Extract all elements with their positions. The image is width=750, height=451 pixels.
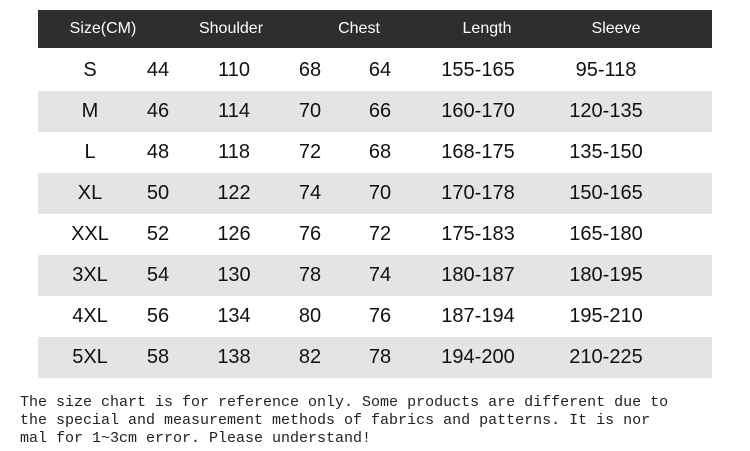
value-cell: 46 [146,100,170,122]
value-cell: 74 [298,182,322,204]
header-cell: Shoulder [198,20,264,37]
value-cell: 118 [218,141,250,163]
value-cell: 210-225 [569,346,643,368]
value-cell: 50 [146,182,170,204]
value-cell: 58 [146,346,170,368]
value-cell: 78 [298,264,322,286]
header-cell: Sleeve [591,20,641,37]
table-row: 4XL 56 134 80 76 187-194 195-210 [38,296,712,337]
value-cell: 134 [217,305,251,327]
value-cell: 110 [218,59,250,81]
note-line: mal for 1~3cm error. Please understand! [20,430,372,447]
value-cell: 187-194 [441,305,515,327]
table-row: XL 50 122 74 70 170-178 150-165 [38,173,712,214]
value-cell: 165-180 [569,223,643,245]
value-cell: 82 [298,346,322,368]
value-cell: 66 [368,100,392,122]
table-row: M 46 114 70 66 160-170 120-135 [38,91,712,132]
value-cell: 64 [368,59,392,81]
value-cell: 68 [298,59,322,81]
value-cell: 135-150 [569,141,643,163]
value-cell: 76 [368,305,392,327]
value-cell: 68 [368,141,392,163]
value-cell: 180-195 [569,264,643,286]
value-cell: 138 [217,346,251,368]
note-line: the special and measurement methods of f… [20,412,651,429]
value-cell: 120-135 [569,100,643,122]
value-cell: 130 [217,264,251,286]
value-cell: 114 [218,100,250,122]
size-cell: L [84,141,96,163]
table-row: XXL 52 126 76 72 175-183 165-180 [38,214,712,255]
value-cell: 72 [368,223,392,245]
value-cell: 70 [298,100,322,122]
value-cell: 78 [368,346,392,368]
size-cell: 5XL [72,346,108,368]
value-cell: 126 [217,223,251,245]
value-cell: 180-187 [441,264,515,286]
size-cell: M [81,100,99,122]
table-row: S 44 110 68 64 155-165 95-118 [38,50,712,91]
value-cell: 54 [146,264,170,286]
value-cell: 70 [368,182,392,204]
value-cell: 175-183 [441,223,515,245]
value-cell: 44 [146,59,170,81]
size-cell: 4XL [72,305,108,327]
value-cell: 72 [298,141,322,163]
table-row: L 48 118 72 68 168-175 135-150 [38,132,712,173]
value-cell: 160-170 [441,100,515,122]
header-cell: Length [462,20,512,37]
value-cell: 80 [298,305,322,327]
size-cell: 3XL [72,264,108,286]
note-line: The size chart is for reference only. So… [20,394,669,411]
value-cell: 150-165 [569,182,643,204]
value-cell: 194-200 [441,346,515,368]
value-cell: 56 [146,305,170,327]
value-cell: 48 [146,141,170,163]
header-cell: Size(CM) [69,20,137,37]
value-cell: 122 [217,182,251,204]
value-cell: 168-175 [441,141,515,163]
table-row: 3XL 54 130 78 74 180-187 180-195 [38,255,712,296]
value-cell: 95-118 [575,59,637,81]
value-cell: 155-165 [441,59,515,81]
value-cell: 170-178 [441,182,515,204]
value-cell: 74 [368,264,392,286]
size-cell: S [83,59,97,81]
header-bar [38,10,712,48]
header-cell: Chest [338,20,380,37]
value-cell: 76 [298,223,322,245]
size-cell: XXL [71,223,109,245]
size-cell: XL [77,182,103,204]
table-row: 5XL 58 138 82 78 194-200 210-225 [38,337,712,378]
value-cell: 52 [146,223,170,245]
value-cell: 195-210 [569,305,643,327]
